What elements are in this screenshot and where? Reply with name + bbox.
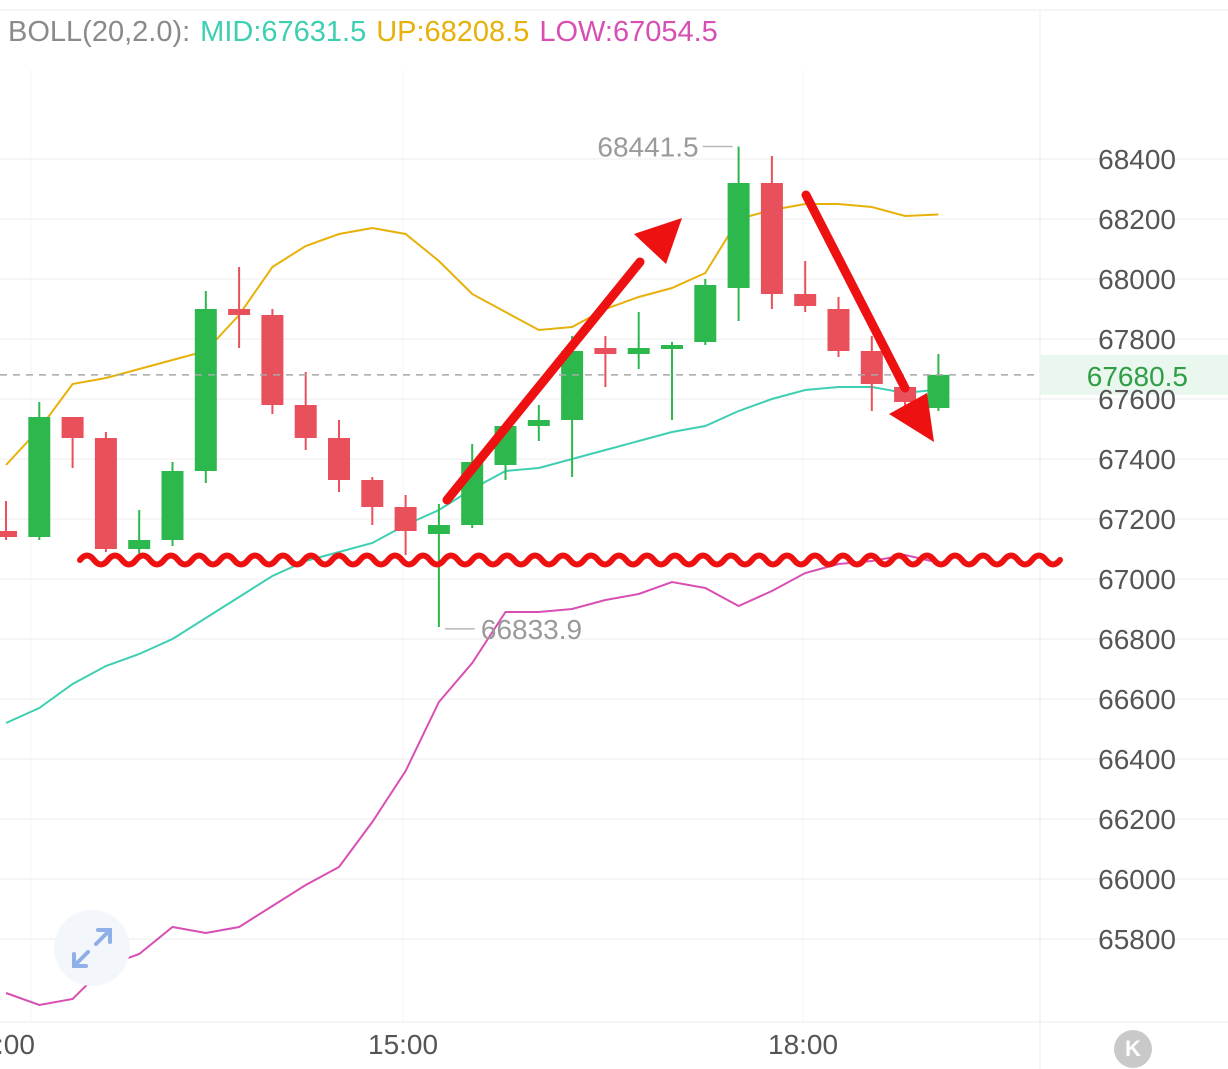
candle xyxy=(661,342,683,420)
candle xyxy=(28,402,51,540)
expand-arrows-icon xyxy=(72,928,112,968)
candle-body xyxy=(561,351,584,420)
candle xyxy=(61,417,84,468)
candle-body xyxy=(294,405,317,438)
candle-body xyxy=(0,531,17,537)
bollinger-bands xyxy=(5,203,939,1007)
candle-body xyxy=(61,417,84,438)
y-tick-label: 68000 xyxy=(1098,264,1176,295)
candle xyxy=(361,477,384,525)
boll-up-line xyxy=(5,203,939,466)
y-tick-label: 66600 xyxy=(1098,684,1176,715)
candle xyxy=(561,336,584,477)
annotations xyxy=(77,190,1063,568)
time-axis: :00 15:00 18:00 xyxy=(0,1029,838,1060)
price-axis: 68400 68200 68000 67800 67600 67400 67200 67000… xyxy=(1098,144,1176,955)
current-price-line: 67680.5 xyxy=(0,354,1228,395)
candle-body xyxy=(827,309,850,351)
boll-up-value: UP:68208.5 xyxy=(376,16,530,48)
candle xyxy=(394,495,417,555)
boll-mid-value: MID:67631.5 xyxy=(200,16,367,48)
candle xyxy=(527,405,550,441)
candle xyxy=(194,291,217,483)
boll-indicator-name: BOLL(20,2.0): xyxy=(8,16,191,48)
candle xyxy=(294,372,317,450)
low-marker-label: 66833.9 xyxy=(481,614,582,645)
x-tick-label: 15:00 xyxy=(368,1029,438,1060)
current-price-tag-bg xyxy=(1040,354,1228,395)
y-tick-label: 67000 xyxy=(1098,564,1176,595)
up-arrow-shaft xyxy=(442,257,645,505)
candle xyxy=(927,354,950,411)
candle-body xyxy=(894,387,917,402)
y-tick-label: 66200 xyxy=(1098,804,1176,835)
y-tick-label: 67600 xyxy=(1098,384,1176,415)
boll-legend: BOLL(20,2.0): MID:67631.5 UP:68208.5 LOW:67… xyxy=(8,16,728,49)
candle-body xyxy=(727,183,750,288)
candle-body xyxy=(28,417,51,537)
x-tick-label: :00 xyxy=(0,1029,35,1060)
candlesticks xyxy=(0,146,950,627)
candle xyxy=(627,312,650,369)
candle-body xyxy=(860,351,883,384)
candle xyxy=(94,432,117,552)
y-tick-label: 67800 xyxy=(1098,324,1176,355)
candle xyxy=(860,336,883,411)
high-marker-label: 68441.5 xyxy=(597,132,698,163)
candle-body xyxy=(128,540,151,549)
boll-low-line xyxy=(5,553,939,1007)
kline-toggle-button[interactable]: K xyxy=(1114,1030,1152,1068)
candle-body xyxy=(394,507,417,531)
x-tick-label: 18:00 xyxy=(768,1029,838,1060)
up-arrow-head xyxy=(634,218,682,264)
y-tick-label: 66400 xyxy=(1098,744,1176,775)
candle xyxy=(760,156,783,309)
k-badge-icon: K xyxy=(1125,1036,1141,1061)
candle-body xyxy=(694,285,717,342)
candle-body xyxy=(228,309,251,315)
candle-body xyxy=(427,525,450,534)
candle-body xyxy=(794,294,817,306)
y-tick-label: 68200 xyxy=(1098,204,1176,235)
candle-body xyxy=(361,480,384,507)
y-tick-label: 67400 xyxy=(1098,444,1176,475)
current-price-label: 67680.5 xyxy=(1087,361,1188,392)
candle xyxy=(161,462,184,546)
boll-low-value: LOW:67054.5 xyxy=(539,16,718,48)
candle-body xyxy=(94,438,117,549)
y-tick-label: 67200 xyxy=(1098,504,1176,535)
y-tick-label: 65800 xyxy=(1098,924,1176,955)
candle xyxy=(228,267,251,348)
candle-body xyxy=(194,309,217,471)
candle xyxy=(827,297,850,357)
candle-body xyxy=(527,420,550,426)
y-tick-label: 68400 xyxy=(1098,144,1176,175)
candle-body xyxy=(594,348,617,354)
down-arrow-head xyxy=(889,393,934,442)
candle-body xyxy=(760,183,783,294)
expand-chart-button[interactable] xyxy=(54,910,130,986)
candle xyxy=(128,510,151,555)
candle-body xyxy=(627,348,650,354)
candle xyxy=(794,261,817,312)
down-arrow-shaft xyxy=(801,190,910,393)
candle-body xyxy=(328,438,350,480)
candle xyxy=(727,146,750,321)
candle-body xyxy=(261,315,284,405)
candle xyxy=(0,501,17,540)
candle xyxy=(594,336,617,387)
candle-body xyxy=(927,374,950,408)
candle xyxy=(328,420,350,492)
y-tick-label: 66800 xyxy=(1098,624,1176,655)
candle-body xyxy=(161,471,184,540)
candle xyxy=(694,279,717,345)
candle xyxy=(261,309,284,414)
y-tick-label: 66000 xyxy=(1098,864,1176,895)
candle-body xyxy=(661,345,683,349)
grid-lines xyxy=(0,9,1228,1069)
support-wave-line xyxy=(77,552,1063,568)
extreme-markers: 68441.5 66833.9 xyxy=(444,132,733,645)
